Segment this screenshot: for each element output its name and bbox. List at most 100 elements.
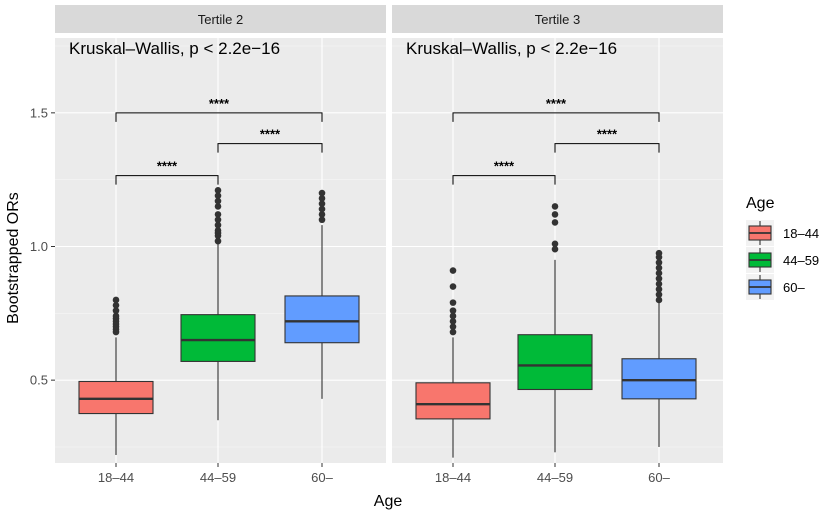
- x-tick-label: 44–59: [200, 470, 236, 485]
- outlier-point: [449, 318, 457, 325]
- box-2: [180, 187, 256, 421]
- significance-label: ****: [546, 96, 567, 111]
- box-3: [621, 249, 697, 447]
- x-tick-label: 60–: [648, 470, 670, 485]
- significance-label: ****: [157, 159, 178, 174]
- panel-1: Tertile 2 **** **** **** Kruskal–Wallis, p <…: [55, 5, 386, 485]
- outlier-point: [318, 195, 326, 202]
- outlier-point: [214, 237, 222, 245]
- outlier-point: [449, 307, 457, 314]
- y-axis: 0.5 1.0 1.5: [30, 105, 55, 388]
- x-tick-label: 60–: [311, 470, 333, 485]
- panel-2: Tertile 3 **** **** **** Kruskal–Wallis, p <…: [392, 5, 723, 485]
- outlier-point: [655, 249, 663, 257]
- bracket-line: [115, 112, 323, 122]
- box-body: [621, 358, 697, 400]
- box-body: [517, 334, 593, 391]
- outlier-point: [449, 267, 457, 274]
- outlier-point: [655, 285, 663, 293]
- outlier-point: [214, 192, 222, 200]
- x-tick-label: 18–44: [435, 470, 471, 485]
- comparison-bracket: ****: [452, 96, 660, 122]
- outlier-point: [551, 219, 559, 226]
- y-axis-title: Bootstrapped ORs: [5, 192, 22, 324]
- outlier-point: [318, 205, 326, 213]
- legend-title: Age: [746, 195, 775, 212]
- box-body: [180, 314, 256, 362]
- box-body: [284, 295, 360, 344]
- box-body: [415, 382, 491, 420]
- outlier-point: [318, 216, 326, 224]
- panels-layer: Tertile 2 **** **** **** Kruskal–Wallis, p <…: [55, 5, 723, 485]
- y-tick-label: 1.0: [30, 239, 48, 254]
- outlier-point: [551, 240, 559, 248]
- strip-label: Tertile 3: [535, 12, 581, 27]
- outlier-point: [655, 269, 663, 277]
- outlier-point: [449, 328, 457, 336]
- outlier-point: [318, 189, 326, 197]
- outlier-point: [449, 312, 457, 320]
- x-axis-title: Age: [374, 493, 403, 510]
- outlier-point: [655, 296, 663, 304]
- comparison-bracket: ****: [217, 127, 323, 153]
- bracket-line: [217, 143, 323, 153]
- outlier-point: [214, 197, 222, 205]
- outlier-point: [112, 296, 120, 304]
- outlier-point: [318, 200, 326, 208]
- outlier-point: [551, 203, 559, 210]
- legend: Age 18–44 44–59 60–: [746, 195, 819, 300]
- box-3: [284, 189, 360, 399]
- y-tick-label: 0.5: [30, 373, 48, 388]
- comparison-bracket: ****: [452, 159, 556, 185]
- strip-background: [392, 5, 723, 33]
- y-tick-label: 1.5: [30, 105, 48, 120]
- box-1: [78, 296, 154, 455]
- outlier-point: [214, 221, 222, 229]
- outlier-point: [655, 275, 663, 282]
- kruskal-wallis-annotation: Kruskal–Wallis, p < 2.2e−16: [406, 39, 617, 58]
- outlier-point: [655, 259, 663, 266]
- bracket-line: [115, 175, 219, 185]
- x-tick-label: 44–59: [537, 470, 573, 485]
- outlier-point: [214, 203, 222, 210]
- outlier-point: [655, 291, 663, 298]
- bracket-line: [554, 143, 660, 153]
- box-2: [517, 203, 593, 453]
- x-tick-label: 18–44: [98, 470, 134, 485]
- box-body: [78, 380, 154, 415]
- bracket-line: [452, 175, 556, 185]
- outlier-point: [318, 211, 326, 218]
- legend-label: 60–: [783, 280, 805, 295]
- outlier-point: [112, 312, 120, 320]
- legend-item: 18–44: [746, 220, 819, 246]
- outlier-point: [551, 211, 559, 218]
- significance-label: ****: [260, 127, 281, 142]
- significance-label: ****: [209, 96, 230, 111]
- comparison-bracket: ****: [554, 127, 660, 153]
- significance-label: ****: [494, 159, 515, 174]
- legend-item: 44–59: [746, 247, 819, 273]
- outlier-point: [449, 283, 457, 290]
- legend-item: 60–: [746, 274, 805, 300]
- comparison-bracket: ****: [115, 96, 323, 122]
- kruskal-wallis-annotation: Kruskal–Wallis, p < 2.2e−16: [69, 39, 280, 58]
- strip-background: [55, 5, 386, 33]
- strip-label: Tertile 2: [198, 12, 244, 27]
- legend-label: 44–59: [783, 253, 819, 268]
- outlier-point: [112, 301, 120, 309]
- outlier-point: [214, 216, 222, 224]
- outlier-point: [551, 245, 559, 253]
- bracket-line: [452, 112, 660, 122]
- outlier-point: [214, 187, 222, 194]
- outlier-point: [214, 211, 222, 218]
- outlier-point: [214, 227, 222, 234]
- outlier-point: [655, 264, 663, 272]
- legend-label: 18–44: [783, 226, 819, 241]
- outlier-point: [112, 307, 120, 314]
- significance-label: ****: [597, 127, 618, 142]
- outlier-point: [449, 299, 457, 306]
- comparison-bracket: ****: [115, 159, 219, 185]
- outlier-point: [449, 323, 457, 330]
- outlier-point: [655, 280, 663, 288]
